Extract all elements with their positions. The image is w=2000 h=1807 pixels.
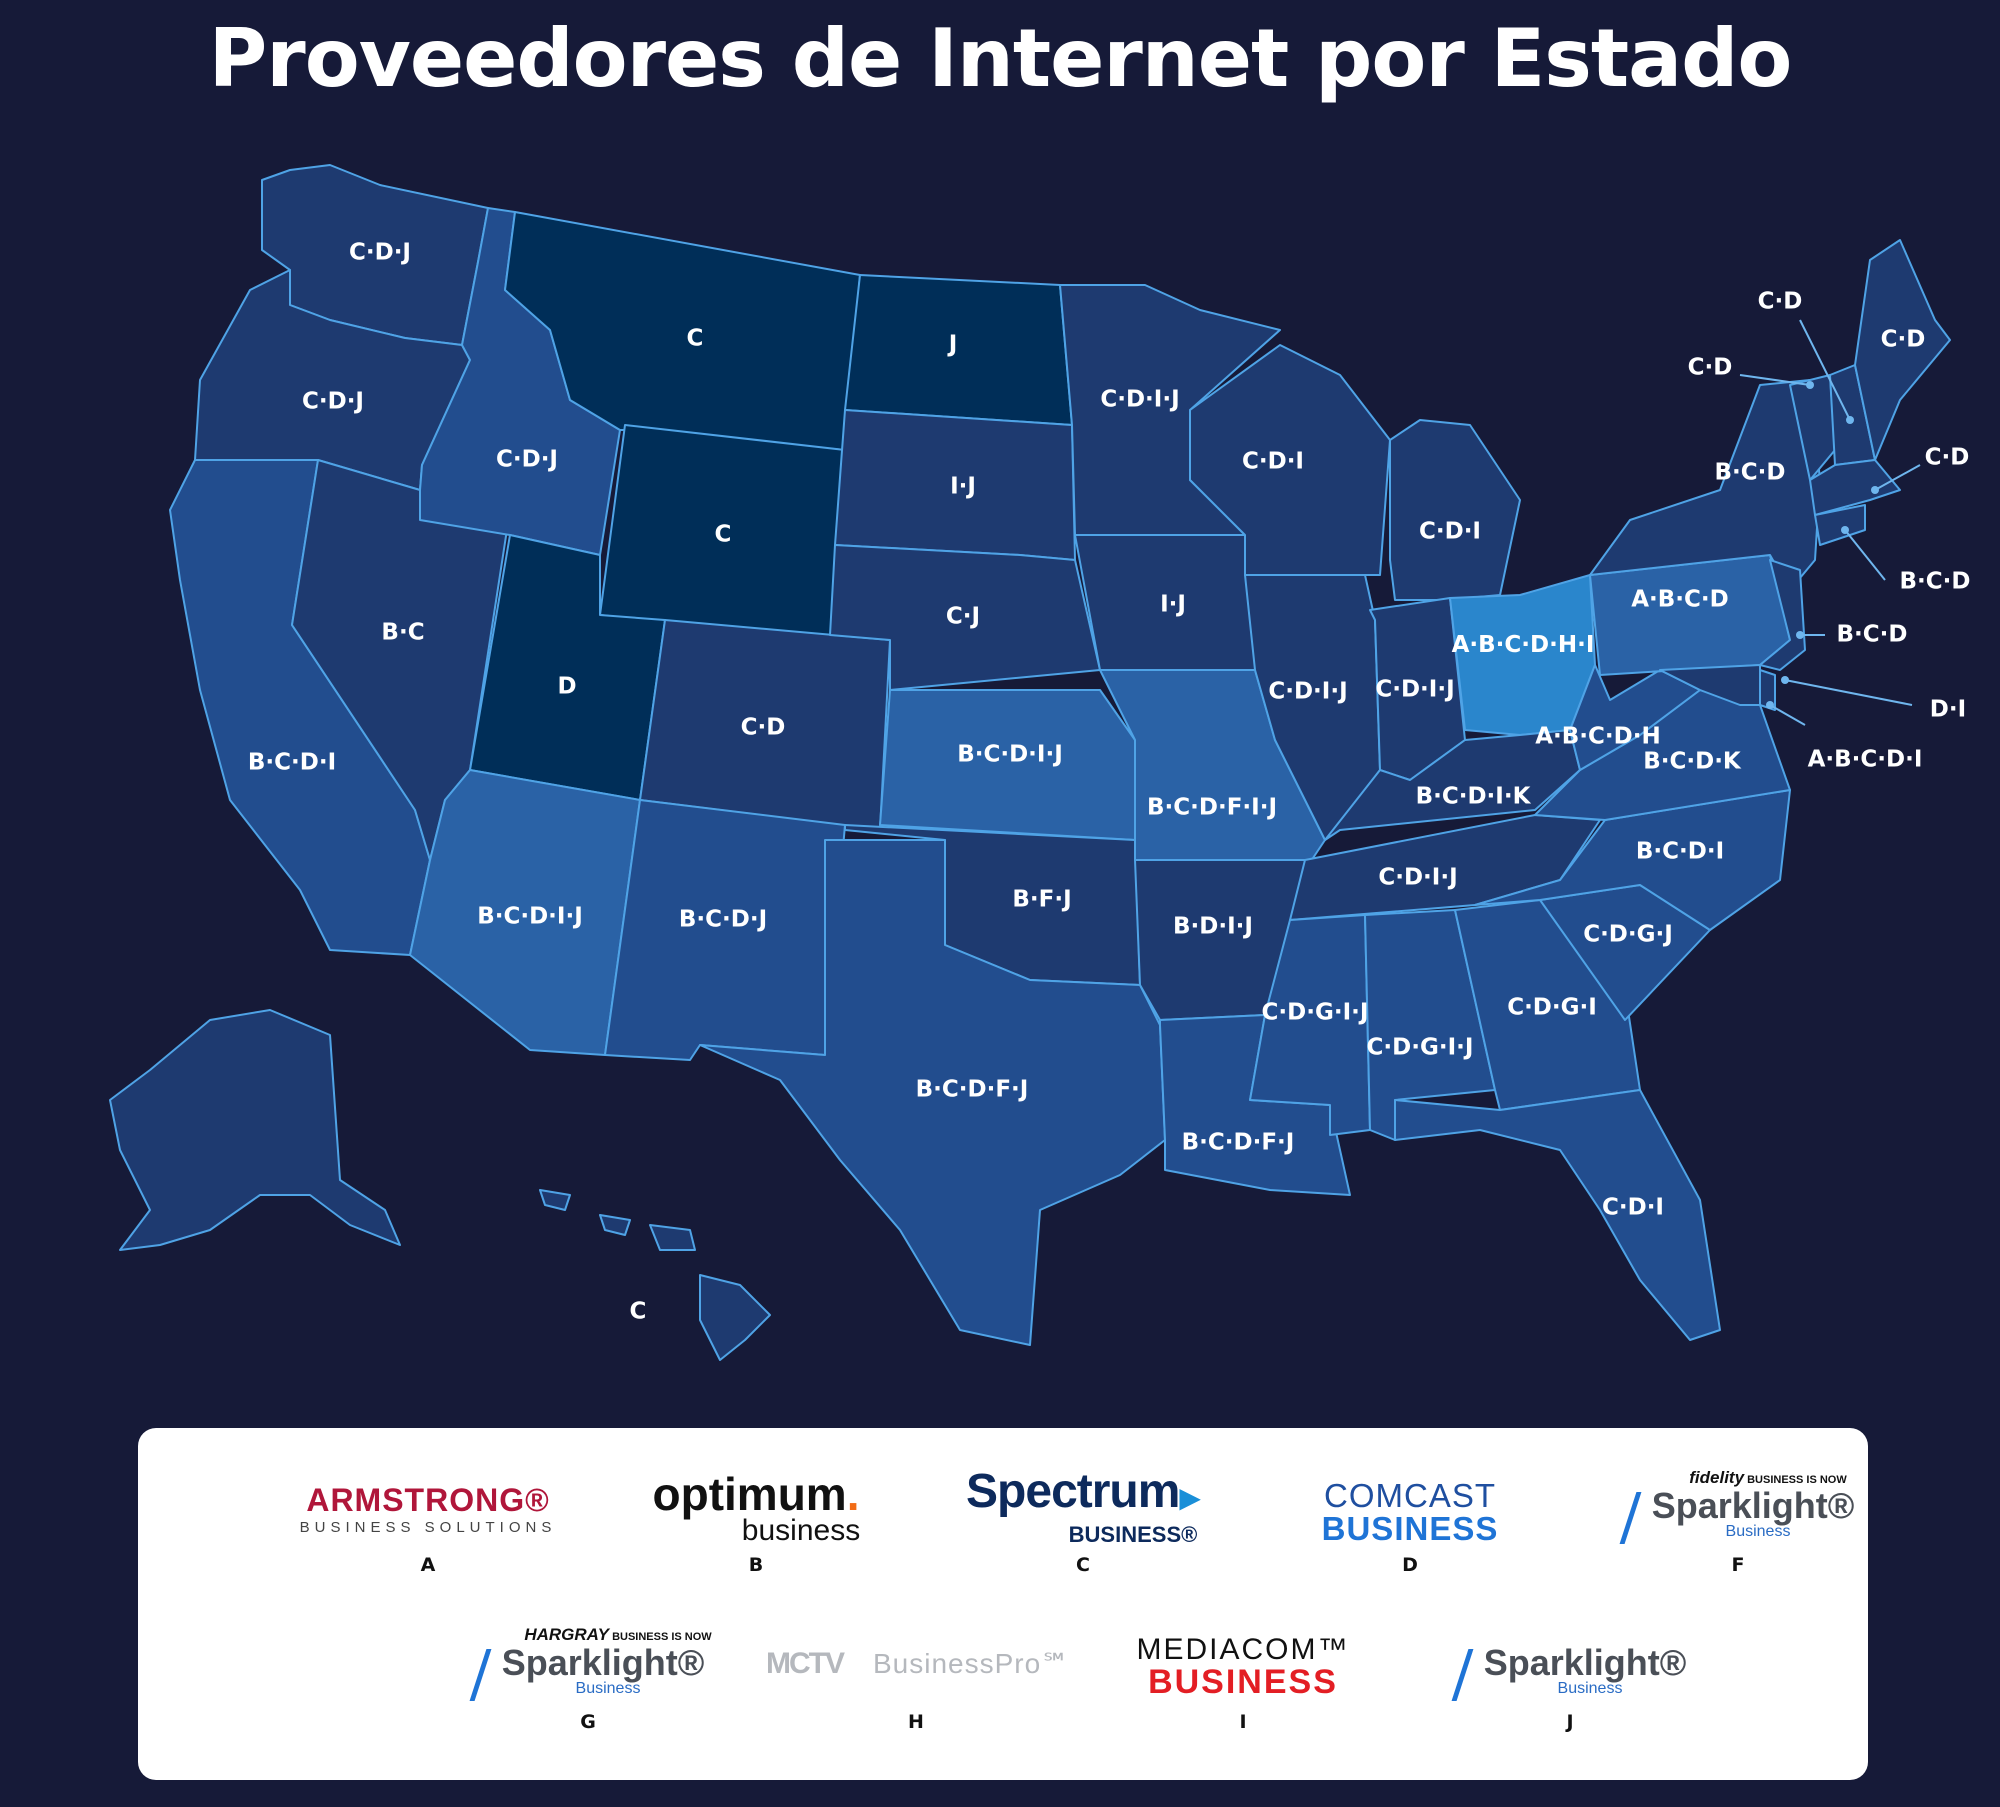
legend-item-f: fidelity BUSINESS IS NOW Sparklight® Bus… <box>1588 1468 1888 1576</box>
legend-letter: B <box>748 1554 764 1576</box>
label-wisconsin: C·D·I <box>1242 449 1304 475</box>
label-texas: B·C·D·F·J <box>916 1077 1029 1103</box>
legend-letter: J <box>1566 1711 1574 1733</box>
label-connecticut: B·C·D <box>1900 569 1971 595</box>
state-alaska[interactable] <box>109 1009 401 1251</box>
legend-letter: G <box>580 1711 596 1733</box>
label-south-dakota: I·J <box>950 474 976 500</box>
legend-item-b: optimum. business B <box>606 1468 906 1576</box>
label-maryland: A·B·C·D·I <box>1808 747 1923 773</box>
state-labels: C·D·J C·D·J B·C·D·I B·C C·D·J C C D B·C·… <box>248 240 1971 1325</box>
state-texas[interactable] <box>699 839 1166 1346</box>
label-oregon: C·D·J <box>302 389 364 415</box>
legend-item-i: MEDIACOM™ BUSINESS I <box>1093 1625 1393 1734</box>
label-oklahoma: B·F·J <box>1012 887 1071 913</box>
play-triangle-icon: ▶ <box>1179 1482 1201 1513</box>
label-north-dakota: J <box>947 332 958 358</box>
comcast-logo: COMCAST BUSINESS <box>1321 1477 1499 1547</box>
legend-letter: C <box>1076 1554 1090 1576</box>
mediacom-logo: MEDIACOM™ BUSINESS <box>1136 1633 1350 1701</box>
sparklight-logo: Sparklight® Business <box>1420 1625 1720 1705</box>
label-kentucky: B·C·D·I·K <box>1416 784 1532 810</box>
label-new-mexico: B·C·D·J <box>679 907 767 933</box>
label-alabama: C·D·G·I·J <box>1367 1035 1474 1061</box>
label-idaho: C·D·J <box>496 447 558 473</box>
label-kansas: B·C·D·I·J <box>957 742 1063 768</box>
state-connecticut[interactable] <box>1814 504 1866 546</box>
sparklight-fidelity-logo: fidelity BUSINESS IS NOW Sparklight® Bus… <box>1588 1468 1888 1548</box>
label-california: B·C·D·I <box>248 750 336 776</box>
label-pennsylvania: A·B·C·D <box>1631 587 1729 613</box>
legend-item-d: COMCAST BUSINESS D <box>1260 1468 1560 1576</box>
label-arkansas: B·D·I·J <box>1173 914 1253 940</box>
label-utah: D <box>557 674 576 700</box>
legend-item-a: ARMSTRONG® BUSINESS SOLUTIONS A <box>278 1468 578 1576</box>
legend-letter: H <box>908 1711 924 1733</box>
label-ohio-line1: A·B·C·D·H·I <box>1452 632 1595 658</box>
callout-lines <box>1739 319 1921 726</box>
state-north-carolina[interactable] <box>1474 789 1791 931</box>
state-maryland[interactable] <box>1659 664 1761 706</box>
label-iowa: I·J <box>1160 592 1186 618</box>
state-maine[interactable] <box>1854 239 1951 461</box>
mctv-logo: MCTV BusinessPro℠ <box>766 1647 1071 1680</box>
label-florida: C·D·I <box>1602 1195 1664 1221</box>
label-north-carolina: B·C·D·I <box>1636 839 1724 865</box>
label-louisiana: B·C·D·F·J <box>1182 1130 1295 1156</box>
label-hawaii: C <box>630 1299 647 1325</box>
label-indiana: C·D·I·J <box>1375 677 1454 703</box>
legend-item-j: Sparklight® Business J <box>1420 1625 1720 1733</box>
label-south-carolina: C·D·G·J <box>1583 922 1673 948</box>
label-new-york: B·C·D <box>1715 460 1786 486</box>
label-missouri: B·C·D·F·I·J <box>1147 795 1277 821</box>
label-colorado: C·D <box>741 715 786 741</box>
label-virginia: B·C·D·K <box>1643 749 1742 775</box>
state-new-jersey[interactable] <box>1759 559 1806 671</box>
label-massachusetts: C·D <box>1925 445 1970 471</box>
label-wyoming: C <box>715 522 732 548</box>
state-nebraska[interactable] <box>829 544 1101 691</box>
label-new-jersey: B·C·D <box>1837 622 1908 648</box>
legend-letter: D <box>1402 1554 1418 1576</box>
optimum-logo: optimum. business <box>652 1468 861 1547</box>
legend-letter: F <box>1731 1554 1745 1576</box>
state-pennsylvania[interactable] <box>1589 554 1791 676</box>
state-florida[interactable] <box>1394 1089 1721 1341</box>
map-title: Proveedores de Internet por Estado <box>208 12 1793 105</box>
label-nevada: B·C <box>381 620 424 646</box>
label-delaware: D·I <box>1930 697 1966 723</box>
legend-item-g: HARGRAY BUSINESS IS NOW Sparklight® Busi… <box>438 1625 738 1733</box>
label-minnesota: C·D·I·J <box>1100 387 1179 413</box>
legend-letter: I <box>1239 1711 1247 1733</box>
label-mississippi: C·D·G·I·J <box>1262 1000 1369 1026</box>
state-michigan[interactable] <box>1389 419 1521 601</box>
legend-letter: A <box>420 1554 436 1576</box>
label-washington: C·D·J <box>349 240 411 266</box>
state-wisconsin[interactable] <box>1189 344 1391 576</box>
label-michigan: C·D·I <box>1419 519 1481 545</box>
legend-item-h: MCTV BusinessPro℠ H <box>766 1625 1071 1733</box>
label-nebraska: C·J <box>946 604 980 630</box>
label-new-hampshire: C·D <box>1758 289 1803 315</box>
state-hawaii[interactable] <box>539 1189 771 1361</box>
armstrong-logo: ARMSTRONG® BUSINESS SOLUTIONS <box>299 1482 557 1536</box>
label-vermont: C·D <box>1688 355 1733 381</box>
label-arizona: B·C·D·I·J <box>477 904 583 930</box>
label-ohio: A·B·C·D·H·I <box>1452 632 1595 658</box>
label-illinois: C·D·I·J <box>1268 679 1347 705</box>
state-kentucky[interactable] <box>1324 729 1581 841</box>
legend-item-c: Spectrum▶ BUSINESS® C <box>933 1465 1233 1577</box>
spectrum-logo: Spectrum▶ BUSINESS® <box>966 1465 1201 1548</box>
label-montana: C <box>687 326 704 352</box>
us-map: C·D·J C·D·J B·C·D·I B·C C·D·J C C D B·C·… <box>109 164 1971 1361</box>
label-tennessee: C·D·I·J <box>1378 865 1457 891</box>
label-west-virginia: A·B·C·D·H <box>1535 724 1661 750</box>
label-georgia: C·D·G·I <box>1507 995 1597 1021</box>
state-north-dakota[interactable] <box>844 274 1073 426</box>
label-maine: C·D <box>1881 327 1926 353</box>
provider-legend: ARMSTRONG® BUSINESS SOLUTIONS A optimum.… <box>138 1428 1868 1780</box>
state-new-york[interactable] <box>1589 379 1821 591</box>
sparklight-hargray-logo: HARGRAY BUSINESS IS NOW Sparklight® Busi… <box>438 1625 738 1705</box>
